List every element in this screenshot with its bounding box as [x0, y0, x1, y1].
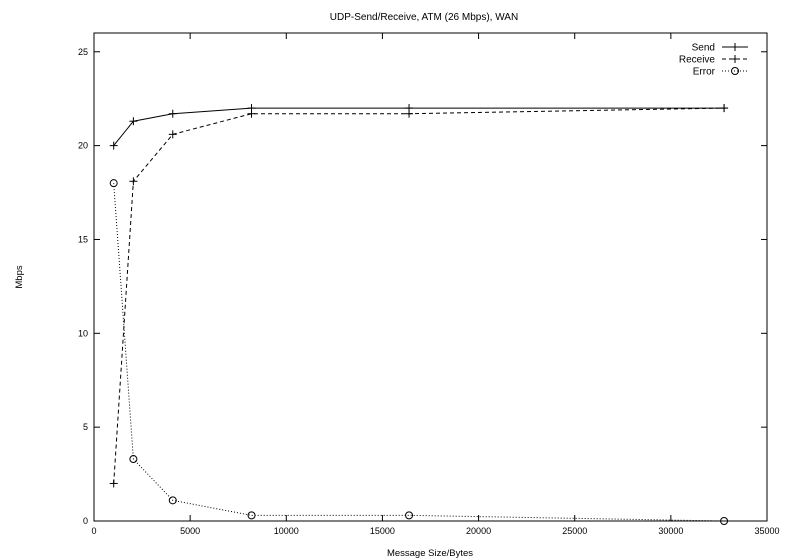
data-point-receive [405, 109, 414, 118]
x-tick-label: 30000 [658, 526, 683, 536]
data-point-receive [247, 109, 256, 118]
x-axis-label: Message Size/Bytes [387, 548, 473, 559]
x-tick-label: 0 [91, 526, 96, 536]
data-point-send [109, 141, 118, 150]
x-tick-label: 10000 [274, 526, 299, 536]
legend-label-send: Send [692, 43, 715, 54]
data-point-error [405, 511, 414, 520]
data-point-receive [168, 130, 177, 139]
data-point-send [168, 109, 177, 118]
plot-frame [93, 32, 768, 522]
y-tick-label: 0 [83, 516, 88, 526]
y-tick-label: 25 [78, 47, 88, 57]
y-tick-label: 5 [83, 422, 88, 432]
series-error [109, 179, 729, 525]
data-point-error [247, 511, 256, 520]
x-tick-label: 35000 [754, 526, 779, 536]
chart-title: UDP-Send/Receive, ATM (26 Mbps), WAN [330, 12, 518, 23]
axis-ticks: 0 5000 10000 15000 20000 25000 30000 35000 0 5 10 1… [78, 33, 780, 536]
legend-marker-receive [731, 55, 739, 63]
data-point-error [720, 517, 729, 525]
data-point-receive [720, 104, 729, 113]
y-axis-label: Mbps [14, 265, 25, 288]
data-point-error [109, 179, 118, 188]
legend-marker-send [731, 43, 739, 51]
x-tick-label: 20000 [466, 526, 491, 536]
x-tick-label: 25000 [562, 526, 587, 536]
series-layer [109, 104, 729, 525]
data-point-receive [109, 479, 118, 488]
legend-marker-error [731, 67, 739, 75]
series-line-receive [113, 107, 725, 484]
data-point-receive [129, 177, 138, 186]
series-receive [109, 104, 729, 488]
x-tick-label: 5000 [180, 526, 200, 536]
y-tick-label: 20 [78, 141, 88, 151]
data-point-error [168, 496, 177, 505]
legend-label-receive: Receive [679, 55, 716, 66]
series-line-send [113, 107, 725, 146]
y-tick-label: 10 [78, 328, 88, 338]
legend-label-error: Error [693, 67, 716, 78]
y-tick-label: 15 [78, 234, 88, 244]
data-point-error [129, 455, 138, 464]
data-point-send [129, 117, 138, 126]
x-tick-label: 15000 [370, 526, 395, 536]
